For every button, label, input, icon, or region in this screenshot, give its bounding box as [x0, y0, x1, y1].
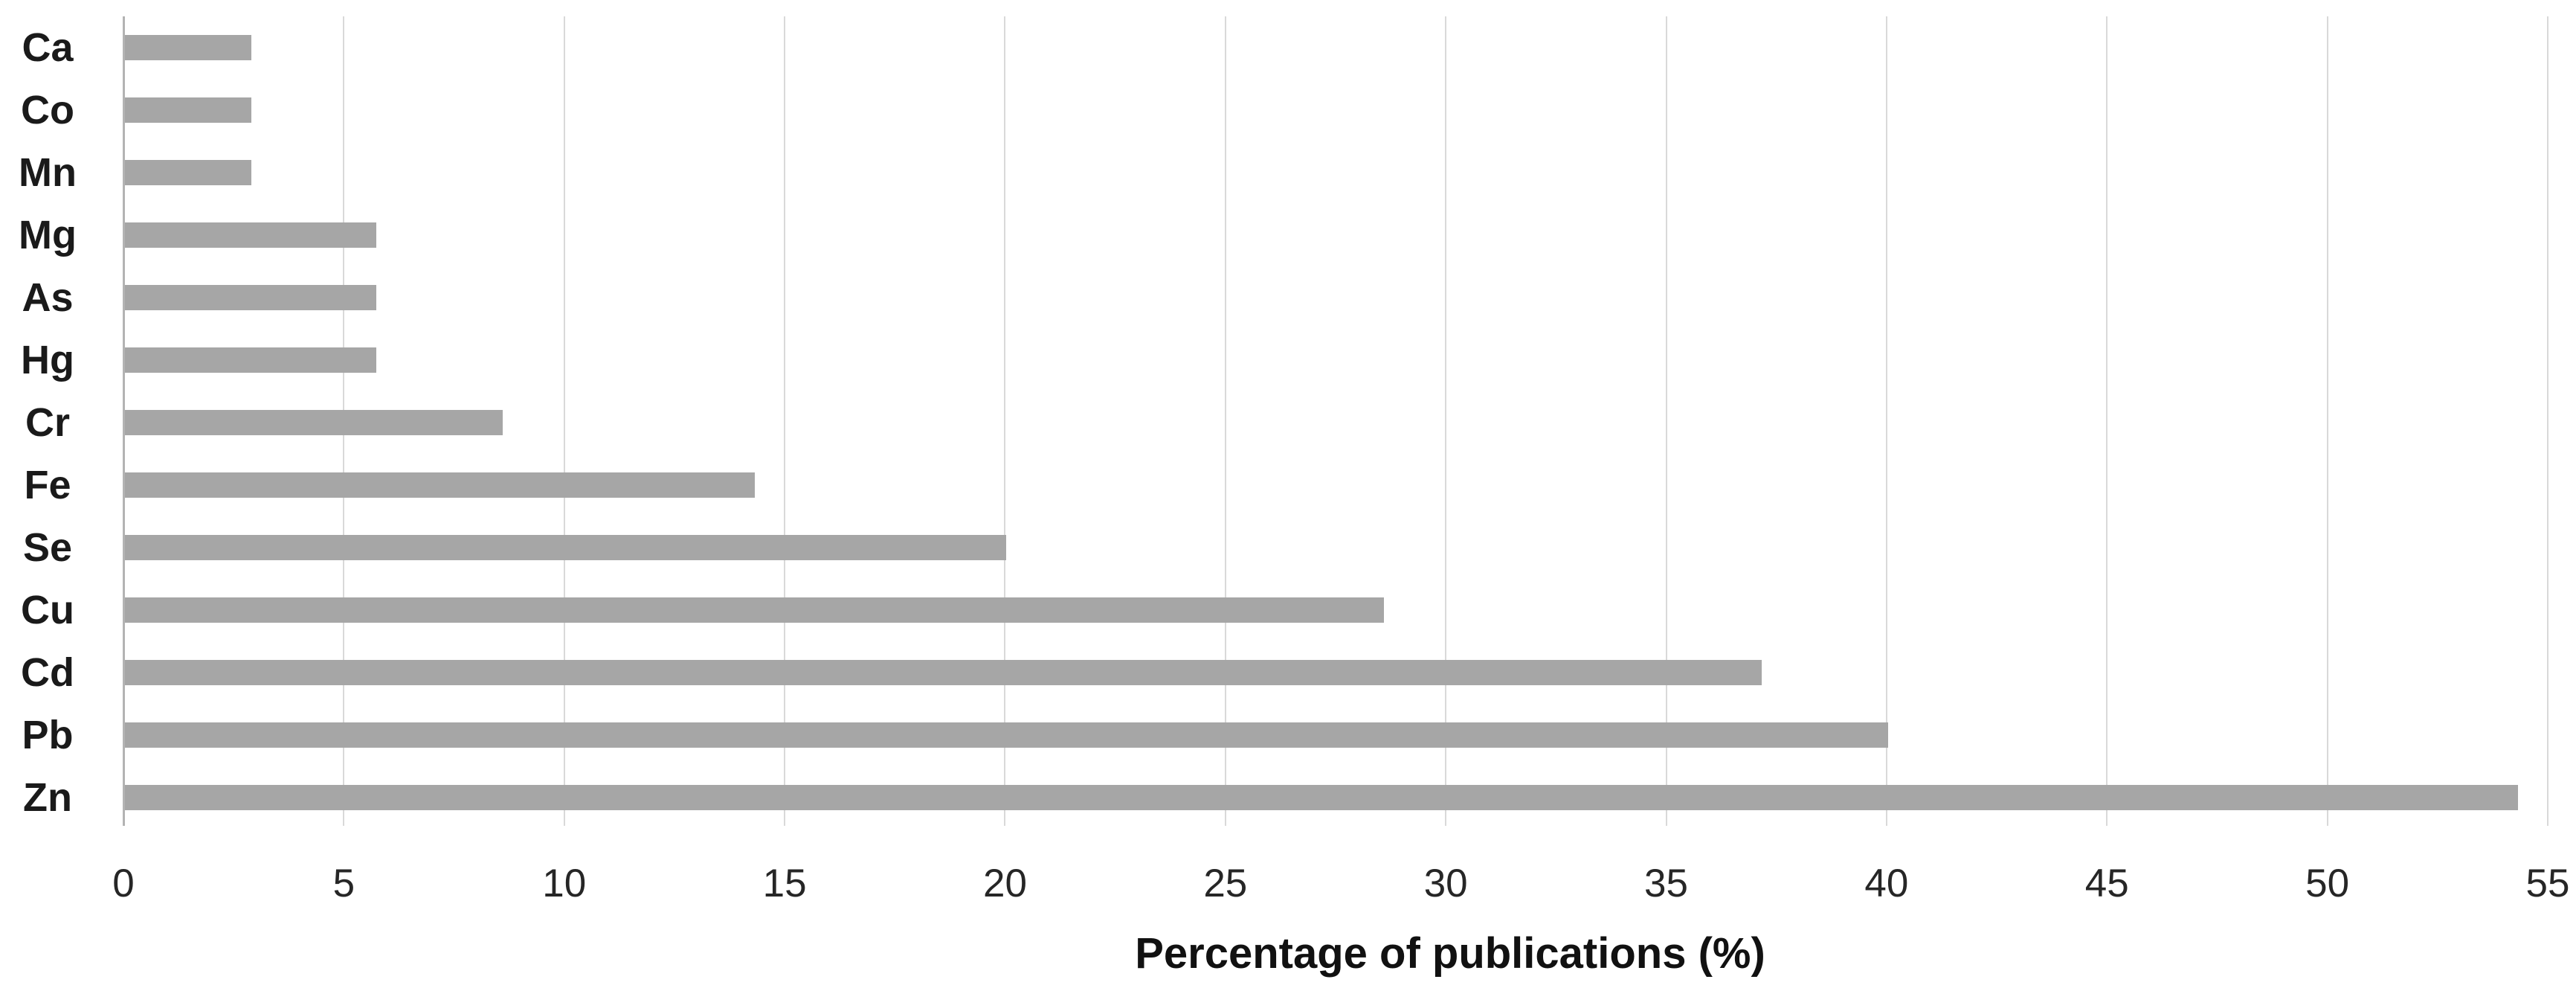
category-label-pb: Pb — [22, 713, 74, 757]
category-label-as: As — [22, 275, 74, 320]
bar-cr — [125, 410, 503, 435]
x-tick-label-5: 5 — [332, 862, 355, 905]
category-label-cu: Cu — [21, 588, 74, 632]
bar-hg — [125, 347, 377, 373]
x-tick-label-15: 15 — [762, 862, 807, 905]
gridline-30 — [1445, 16, 1447, 826]
x-tick-label-20: 20 — [982, 862, 1027, 905]
gridline-15 — [784, 16, 786, 826]
bar-cu — [125, 597, 1385, 623]
x-tick-label-10: 10 — [542, 862, 587, 905]
gridline-0 — [122, 16, 125, 826]
gridline-10 — [563, 16, 565, 826]
x-tick-label-50: 50 — [2305, 862, 2350, 905]
bar-fe — [125, 472, 755, 498]
x-tick-label-25: 25 — [1203, 862, 1248, 905]
gridline-25 — [1224, 16, 1226, 826]
category-label-ca: Ca — [22, 25, 74, 70]
x-tick-label-30: 30 — [1423, 862, 1468, 905]
bar-as — [125, 285, 377, 310]
gridline-35 — [1665, 16, 1667, 826]
bar-co — [125, 97, 251, 123]
category-label-fe: Fe — [24, 463, 71, 507]
bar-ca — [125, 35, 251, 60]
gridline-50 — [2326, 16, 2328, 826]
gridline-45 — [2106, 16, 2108, 826]
bar-mn — [125, 160, 251, 185]
category-label-mn: Mn — [19, 150, 77, 195]
gridline-55 — [2547, 16, 2548, 826]
category-label-se: Se — [22, 525, 73, 570]
x-tick-label-55: 55 — [2525, 862, 2570, 905]
category-label-cd: Cd — [21, 650, 74, 695]
category-label-co: Co — [21, 88, 74, 132]
category-label-cr: Cr — [25, 400, 70, 445]
category-label-zn: Zn — [23, 775, 72, 820]
x-axis-title: Percentage of publications (%) — [1135, 929, 1765, 978]
bar-se — [125, 535, 1007, 560]
bar-pb — [125, 722, 1888, 748]
gridline-20 — [1004, 16, 1006, 826]
category-label-mg: Mg — [19, 213, 77, 257]
x-tick-label-35: 35 — [1644, 862, 1688, 905]
x-tick-label-0: 0 — [112, 862, 135, 905]
gridline-40 — [1885, 16, 1887, 826]
bar-zn — [125, 785, 2518, 810]
category-label-hg: Hg — [21, 338, 74, 382]
bar-mg — [125, 222, 377, 248]
x-tick-label-45: 45 — [2084, 862, 2129, 905]
x-tick-label-40: 40 — [1864, 862, 1909, 905]
bar-cd — [125, 660, 1762, 685]
